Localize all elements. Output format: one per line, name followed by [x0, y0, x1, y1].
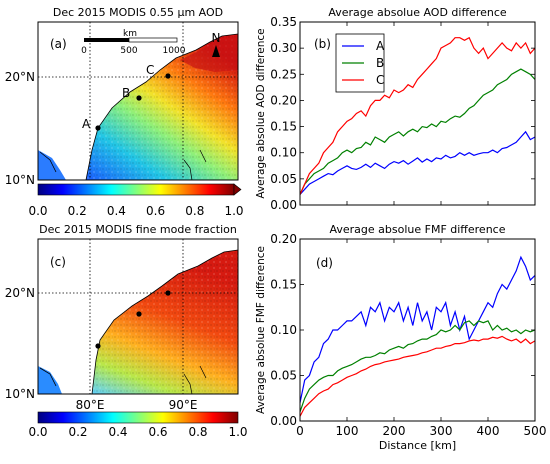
map-c-frame	[37, 238, 239, 395]
colorbar-a-tick-label: 0.6	[146, 204, 165, 218]
site-dot-a	[95, 125, 101, 131]
y-tick-label: 0.05	[270, 172, 297, 186]
colorbar-a-tick-label: 0.0	[28, 204, 47, 218]
map-c-title: Dec 2015 MODIS fine mode fraction	[39, 223, 237, 236]
colorbar-c-tick-label: 0.6	[148, 425, 167, 439]
chart-title: Average absolue AOD difference	[328, 6, 507, 19]
x-tick-label: 0	[296, 424, 304, 438]
y-tick-label: 0.05	[270, 369, 297, 383]
colorbar-c-tick-label: 0.8	[188, 425, 207, 439]
colorbar-c-tick-label: 0.0	[28, 425, 47, 439]
legend-label-a: A	[376, 39, 385, 53]
map-a-field	[38, 33, 238, 180]
y-tick-label: 0.00	[270, 414, 297, 428]
panel-label: (d)	[316, 256, 333, 270]
series-line-c	[299, 335, 536, 417]
colorbar-c-tick-label: 0.4	[108, 425, 127, 439]
x-tick-label: 400	[477, 424, 500, 438]
site-label-b: B	[122, 86, 130, 100]
map-c-field	[38, 249, 238, 394]
y-tick-label: 0.15	[270, 120, 297, 134]
y-tick-label: 0.20	[270, 232, 297, 246]
series-line-b	[299, 68, 536, 195]
legend-label-b: B	[376, 56, 384, 70]
map-a-lat-label-20: 20°N	[5, 70, 35, 84]
colorbar-c-ticks: 0.0 0.2 0.4 0.6 0.8 1.0	[28, 425, 247, 439]
north-arrow-icon	[212, 45, 220, 57]
plot-area	[300, 22, 535, 205]
x-axis-label: Distance [km]	[379, 439, 456, 452]
site-dot-c-b	[136, 311, 142, 317]
north-label: N	[212, 31, 221, 45]
colorbar-a-ticks: 0.0 0.2 0.4 0.6 0.8 1.0	[28, 204, 243, 218]
y-axis-label: Average absolue FMF difference	[255, 246, 267, 414]
y-tick-label: 0.25	[270, 67, 297, 81]
map-a-title: Dec 2015 MODIS 0.55 µm AOD	[53, 6, 223, 19]
x-tick-label: 200	[383, 424, 406, 438]
colorbar-c-tick-label: 1.0	[228, 425, 247, 439]
scalebar: km 0 500 1000	[81, 29, 186, 56]
colorbar-a-ramp	[37, 183, 235, 196]
colorbar-c-tick-label: 0.2	[68, 425, 87, 439]
plot-area	[300, 239, 535, 421]
sites-a: A B C	[82, 63, 171, 131]
x-tick-label: 500	[524, 424, 547, 438]
y-tick-label: 0.10	[270, 146, 297, 160]
map-a-panel-label: (a)	[50, 37, 67, 51]
site-dot-c-a	[95, 343, 101, 349]
colorbar-c-ramp	[37, 411, 239, 424]
map-a-frame	[37, 21, 239, 181]
y-tick-label: 0.10	[270, 323, 297, 337]
site-dot-b	[136, 95, 142, 101]
chart-panel-d: Average absolue FMF difference0.000.050.…	[255, 223, 546, 452]
y-tick-label: 0.00	[270, 198, 297, 212]
colorbar-a-extend-arrow	[233, 183, 242, 196]
map-c-panel-label: (c)	[50, 255, 66, 269]
site-dot-c	[165, 73, 171, 79]
colorbar-a-tick-label: 0.2	[68, 204, 87, 218]
map-c-lat-label-10: 10°N	[5, 387, 35, 401]
series-line-c	[299, 36, 536, 195]
x-tick-label: 300	[430, 424, 453, 438]
colorbar-a-tick-label: 1.0	[224, 204, 243, 218]
panel-label: (b)	[314, 37, 331, 51]
series-line-b	[299, 320, 536, 413]
colorbar-a-tick-label: 0.4	[107, 204, 126, 218]
map-c-lon-label-90: 90°E	[169, 398, 198, 412]
colorbar-a: 0.0 0.2 0.4 0.6 0.8 1.0	[28, 183, 244, 218]
map-c-lat-label-20: 20°N	[5, 286, 35, 300]
y-axis-label: Average absolue AOD difference	[255, 28, 267, 198]
site-label-a: A	[82, 117, 91, 131]
y-tick-label: 0.30	[270, 41, 297, 55]
y-tick-label: 0.20	[270, 93, 297, 107]
scalebar-tick-1000: 1000	[163, 46, 186, 56]
x-tick-label: 100	[336, 424, 359, 438]
map-panel-c: Dec 2015 MODIS fine mode fraction (c) 20…	[5, 223, 248, 439]
chart-panel-b: Average absolue AOD difference0.000.050.…	[255, 6, 536, 212]
map-c-lon-label-80: 80°E	[76, 398, 105, 412]
chart-title: Average absolue FMF difference	[329, 223, 505, 236]
series-line-a	[299, 130, 536, 195]
scalebar-unit: km	[123, 29, 137, 39]
y-tick-label: 0.15	[270, 278, 297, 292]
legend-label-c: C	[376, 73, 384, 87]
colorbar-a-tick-label: 0.8	[185, 204, 204, 218]
map-panel-a: Dec 2015 MODIS 0.55 µm AOD (a)	[5, 6, 244, 218]
site-dot-c-c	[165, 290, 171, 296]
map-a-lat-label-10: 10°N	[5, 173, 35, 187]
plot-frame	[299, 21, 536, 206]
scalebar-tick-0: 0	[81, 46, 87, 56]
y-tick-label: 0.35	[270, 15, 297, 29]
colorbar-c: 0.0 0.2 0.4 0.6 0.8 1.0	[28, 411, 248, 439]
scalebar-tick-500: 500	[120, 46, 137, 56]
site-label-c: C	[146, 63, 154, 77]
north-arrow: N	[212, 31, 221, 57]
series-line-a	[299, 255, 536, 403]
